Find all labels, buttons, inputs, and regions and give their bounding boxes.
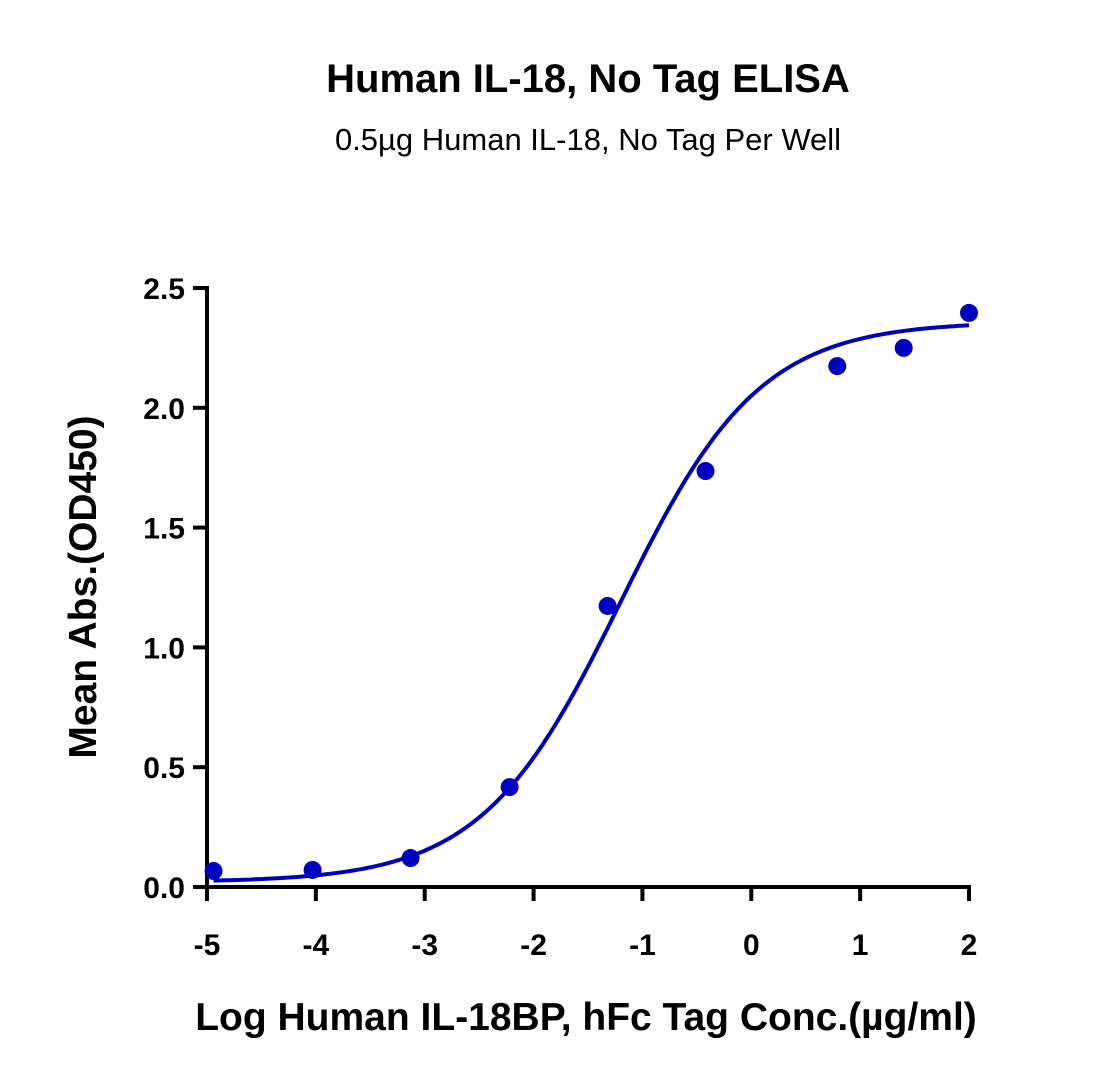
x-tick-label: -3 bbox=[411, 929, 438, 962]
data-point bbox=[401, 849, 420, 868]
x-tick-label: -2 bbox=[520, 929, 547, 962]
y-tick-label: 2.5 bbox=[143, 273, 185, 306]
data-point bbox=[303, 860, 322, 879]
y-tick-label: 1.5 bbox=[143, 513, 185, 546]
y-tick-label: 1.0 bbox=[143, 632, 185, 665]
x-tick-label: 2 bbox=[961, 929, 978, 962]
x-tick-label: 1 bbox=[852, 929, 869, 962]
y-tick-label: 0.0 bbox=[143, 872, 185, 905]
x-tick-label: -5 bbox=[194, 929, 221, 962]
y-tick-label: 0.5 bbox=[143, 752, 185, 785]
chart-title: Human IL-18, No Tag ELISA bbox=[326, 57, 850, 101]
data-point bbox=[598, 596, 617, 615]
data-point bbox=[696, 462, 715, 481]
data-point bbox=[828, 357, 847, 376]
data-point bbox=[894, 338, 913, 357]
x-tick-label: 0 bbox=[743, 929, 760, 962]
data-point bbox=[500, 778, 519, 797]
y-tick-label: 2.0 bbox=[143, 393, 185, 426]
data-point bbox=[960, 303, 978, 322]
y-axis-label: Mean Abs.(OD450) bbox=[62, 415, 105, 758]
x-tick-label: -4 bbox=[303, 929, 330, 962]
data-point bbox=[204, 861, 223, 880]
chart-subtitle: 0.5µg Human IL-18, No Tag Per Well bbox=[335, 122, 841, 157]
x-tick-label: -1 bbox=[629, 929, 656, 962]
fit-curve bbox=[213, 323, 970, 883]
x-axis-label: Log Human IL-18BP, hFc Tag Conc.(µg/ml) bbox=[195, 996, 977, 1039]
